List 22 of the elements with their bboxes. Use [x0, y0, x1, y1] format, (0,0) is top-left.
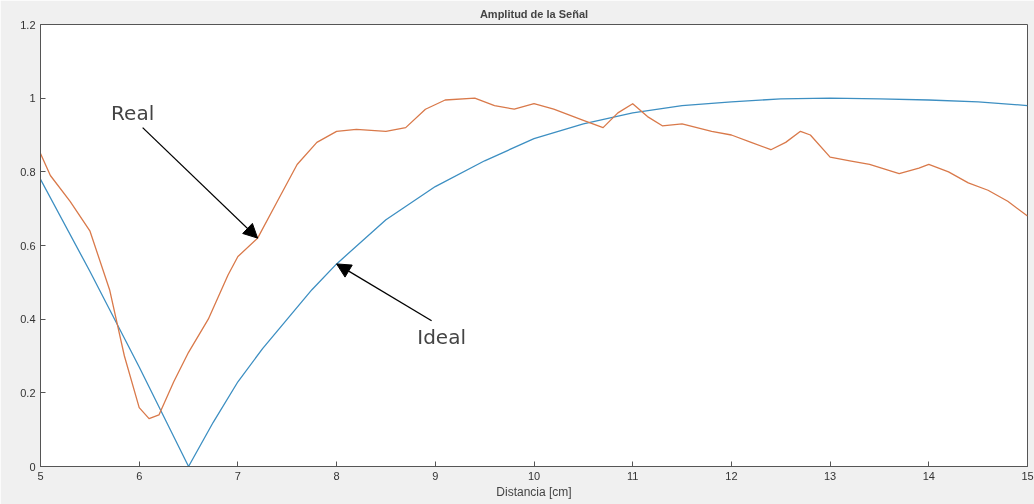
x-tick-label: 5 [37, 469, 44, 482]
x-tick-label: 12 [725, 469, 738, 482]
y-tick-label: 0 [29, 460, 36, 473]
x-tick-label: 11 [626, 469, 639, 482]
x-tick-label: 8 [333, 469, 340, 482]
annotation: Ideal [417, 324, 466, 349]
x-tick-label: 13 [823, 469, 837, 482]
y-tick-label: 1.2 [20, 18, 36, 31]
y-tick-label: 1 [29, 92, 36, 105]
y-tick-label: 0.4 [20, 313, 36, 326]
x-axis-title: Distancia [cm] [496, 484, 572, 499]
x-tick-label: 15 [1021, 469, 1034, 482]
annotation: Real [111, 101, 155, 126]
x-tick-label: 10 [527, 469, 541, 482]
chart-title: Amplitud de la Señal [479, 7, 589, 20]
x-tick-label: 9 [432, 469, 439, 482]
x-tick-label: 7 [234, 469, 241, 482]
x-tick-label: 6 [136, 469, 143, 482]
y-tick-label: 0.6 [20, 239, 36, 252]
x-tick-label: 14 [922, 469, 935, 482]
y-tick-label: 0.8 [20, 165, 36, 178]
y-tick-label: 0.2 [20, 386, 36, 399]
